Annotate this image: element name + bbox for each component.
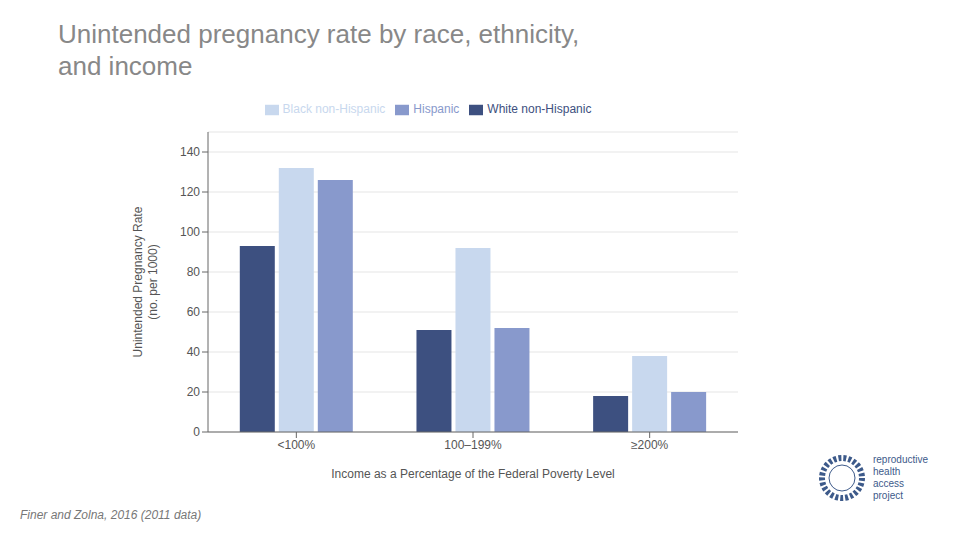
html-text:Black non-Hispanic: Black non-Hispanic [282,102,386,116]
html-text:access: access [873,478,905,489]
svg-text:40: 40 [187,345,201,359]
svg-text:100–199%: 100–199% [444,438,502,452]
svg-text:60: 60 [187,305,201,319]
svg-text:≥200%: ≥200% [631,438,669,452]
svg-text:Unintended Pregnancy Rate(no.: Unintended Pregnancy Rate(no. per 1000) [131,206,160,357]
svg-text:120: 120 [180,185,200,199]
html-text:Finer and Zolna, 2016 (2011 da: Finer and Zolna, 2016 (2011 data) [20,508,202,522]
html-text:project: project [873,490,903,501]
html-text:health: health [873,466,901,477]
svg-text:Income as a Percentage of the: Income as a Percentage of the Federal Po… [331,467,615,481]
html-text:and income: and income [58,51,193,81]
html-text:Unintended pregnancy rate by r: Unintended pregnancy rate by race, ethni… [58,19,580,49]
svg-text:20: 20 [187,385,201,399]
svg-text:100: 100 [180,225,200,239]
html-text:reproductive: reproductive [873,454,928,465]
svg-text:<100%: <100% [277,438,315,452]
html-text:White non-Hispanic: White non-Hispanic [487,102,592,116]
html-text:Hispanic: Hispanic [413,102,460,116]
svg-text:0: 0 [193,425,200,439]
svg-text:140: 140 [180,145,200,159]
svg-text:80: 80 [187,265,201,279]
